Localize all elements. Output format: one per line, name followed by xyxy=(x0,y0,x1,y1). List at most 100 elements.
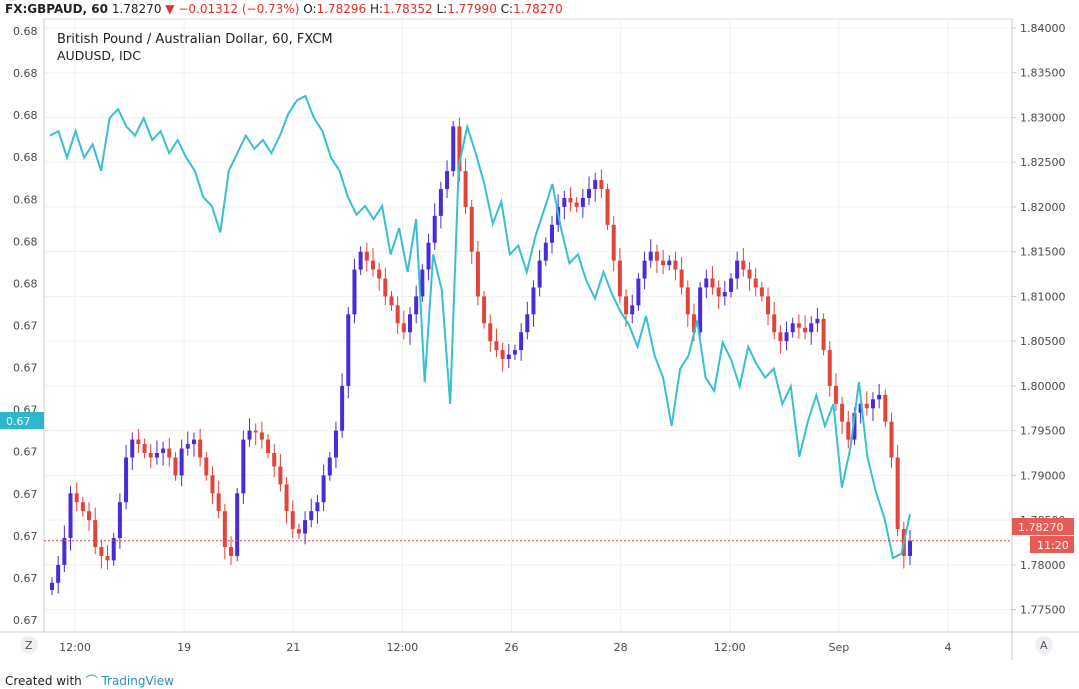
candle-body xyxy=(111,538,116,561)
candle-body xyxy=(315,502,320,512)
candle-body xyxy=(759,287,764,297)
candle-body xyxy=(673,260,678,270)
left-tick-label: 0.67 xyxy=(13,320,38,333)
candle-body xyxy=(654,251,659,261)
candle-body xyxy=(494,341,499,351)
candle-body xyxy=(475,251,480,297)
candle-body xyxy=(56,564,61,583)
candle-body xyxy=(537,260,542,288)
candle-body xyxy=(68,493,73,539)
candle-body xyxy=(247,430,252,440)
candle-body xyxy=(370,260,375,270)
time-tick-label: 12:00 xyxy=(387,641,419,654)
tradingview-logo-icon: ⌒ xyxy=(85,674,98,688)
candle-body xyxy=(346,314,351,386)
candle-body xyxy=(889,421,894,458)
candle-body xyxy=(278,466,283,485)
overlay-price-badge: 0.67 xyxy=(0,412,44,429)
candle-body xyxy=(827,350,832,386)
auto-scale-left-button[interactable]: Z xyxy=(20,636,38,654)
left-tick-label: 0.68 xyxy=(13,25,38,38)
left-axis: 0.68 0.68 0.68 0.68 0.68 0.68 0.68 0.67 0.67 0.67… xyxy=(13,25,38,627)
candle-body xyxy=(408,314,413,333)
candle-body xyxy=(438,189,443,216)
candle-body xyxy=(253,430,258,433)
candle-body xyxy=(229,546,234,556)
time-axis: 12:00 19 21 12:00 26 28 12:00 Sep 4 xyxy=(59,641,951,654)
candle-body xyxy=(222,511,227,547)
candle-body xyxy=(908,540,912,556)
candle-body xyxy=(741,260,746,270)
candle-body xyxy=(395,305,400,324)
candle-body xyxy=(735,260,740,279)
low-label: L: xyxy=(436,2,448,16)
overlay-series-legend[interactable]: AUDUSD, IDC xyxy=(57,48,142,63)
candle-body xyxy=(117,502,122,539)
candle-body xyxy=(580,197,585,207)
candle-body xyxy=(593,180,598,190)
left-tick-label: 0.67 xyxy=(13,362,38,375)
footer-credit[interactable]: Created with ⌒ TradingView xyxy=(5,672,174,689)
candle-body xyxy=(469,206,474,252)
candle-body xyxy=(877,394,882,400)
candle-body xyxy=(883,394,888,422)
right-tick-label: 1.82500 xyxy=(1020,156,1066,169)
candle-body xyxy=(766,296,771,315)
candle-body xyxy=(815,318,820,324)
right-tick-label: 1.81000 xyxy=(1020,290,1066,303)
candles xyxy=(50,117,912,596)
candle-body xyxy=(679,269,684,288)
candle-body xyxy=(895,457,900,530)
left-tick-label: 0.67 xyxy=(13,572,38,585)
candle-body xyxy=(235,493,240,556)
time-tick-label: Sep xyxy=(829,641,850,654)
candle-body xyxy=(272,453,277,467)
candle-body xyxy=(648,251,653,261)
right-tick-label: 1.82000 xyxy=(1020,201,1066,214)
last-price: 1.78270 xyxy=(111,2,162,16)
time-tick-label: 21 xyxy=(286,641,300,654)
candle-body xyxy=(512,350,517,355)
left-button-label: Z xyxy=(25,639,33,652)
candle-body xyxy=(704,278,709,288)
candle-body xyxy=(728,278,733,292)
candle-body xyxy=(858,403,863,413)
right-tick-label: 1.81500 xyxy=(1020,246,1066,259)
high-label: H: xyxy=(369,2,384,16)
candle-body xyxy=(364,251,369,261)
candle-body xyxy=(463,171,468,207)
auto-scale-right-button[interactable]: A xyxy=(1035,636,1053,654)
candle-body xyxy=(809,323,814,333)
candle-body xyxy=(605,189,610,225)
low-value: 1.77990 xyxy=(447,2,497,16)
candle-body xyxy=(519,332,524,351)
overlay-series-line xyxy=(49,94,911,560)
candle-body xyxy=(796,323,801,328)
symbol-label[interactable]: FX:GBPAUD, 60 xyxy=(5,2,108,16)
candle-body xyxy=(414,296,419,315)
candle-body xyxy=(611,224,616,261)
time-tick-label: 4 xyxy=(945,641,952,654)
brand-text: TradingView xyxy=(101,674,174,688)
candle-body xyxy=(420,269,425,297)
candle-body xyxy=(80,502,85,512)
candle-body xyxy=(198,439,203,458)
candle-body xyxy=(309,511,314,521)
left-tick-label: 0.67 xyxy=(13,446,38,459)
candle-body xyxy=(136,439,141,445)
left-tick-label: 0.67 xyxy=(13,614,38,627)
candle-body xyxy=(401,323,406,333)
candle-body xyxy=(710,278,715,288)
candle-body xyxy=(840,403,845,422)
candle-body xyxy=(716,287,721,297)
price-badge-text: 1.78270 xyxy=(1018,521,1064,534)
candle-body xyxy=(173,457,178,476)
right-tick-label: 1.80500 xyxy=(1020,335,1066,348)
candle-body xyxy=(630,305,635,315)
close-value: 1.78270 xyxy=(513,2,563,16)
candle-body xyxy=(803,327,808,333)
right-tick-label: 1.83500 xyxy=(1020,67,1066,80)
main-series-legend[interactable]: British Pound / Australian Dollar, 60, F… xyxy=(57,32,333,47)
left-tick-label: 0.67 xyxy=(13,530,38,543)
